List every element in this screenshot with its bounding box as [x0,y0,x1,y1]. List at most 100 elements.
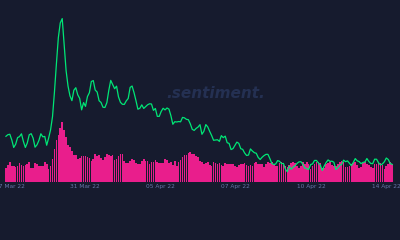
Bar [277,166,278,182]
Bar [339,162,340,182]
Bar [112,155,114,182]
Bar [213,162,214,182]
Bar [296,166,298,182]
Bar [252,166,253,182]
Bar [162,163,164,182]
Bar [17,166,18,182]
Bar [180,160,182,182]
Bar [75,155,77,182]
Bar [21,165,22,182]
Bar [19,163,20,182]
Bar [193,154,195,182]
Bar [127,163,129,182]
Bar [141,162,143,182]
Bar [87,156,88,182]
Bar [242,164,244,182]
Bar [236,167,238,182]
Bar [322,168,323,182]
Bar [230,164,232,182]
Bar [246,165,247,182]
Bar [129,161,131,182]
Bar [327,163,329,182]
Bar [271,162,273,182]
Bar [48,169,50,182]
Bar [333,166,335,182]
Bar [176,166,178,182]
Bar [172,165,174,182]
Bar [370,167,372,182]
Bar [195,156,197,182]
Bar [335,166,337,182]
Bar [145,161,146,182]
Bar [306,162,308,182]
Bar [178,162,180,182]
Bar [376,164,378,182]
Bar [352,163,354,182]
Bar [286,167,288,182]
Bar [199,161,201,182]
Bar [135,162,137,182]
Bar [192,154,193,182]
Bar [273,164,274,182]
Bar [267,162,269,182]
Bar [190,152,191,182]
Bar [52,159,53,182]
Bar [114,160,116,182]
Bar [329,162,331,182]
Bar [122,154,123,182]
Bar [350,164,352,182]
Bar [13,166,14,182]
Bar [30,168,32,182]
Bar [368,165,370,182]
Bar [81,156,82,182]
Bar [120,154,121,182]
Bar [222,166,224,182]
Bar [154,160,156,182]
Bar [56,140,57,182]
Bar [124,161,125,182]
Bar [67,144,69,182]
Bar [151,162,152,182]
Bar [131,159,133,182]
Bar [215,163,216,182]
Bar [279,163,280,182]
Bar [388,164,389,182]
Bar [298,168,300,182]
Bar [226,164,228,182]
Bar [389,162,391,182]
Bar [46,164,48,182]
Bar [238,165,240,182]
Bar [391,164,393,182]
Bar [382,165,383,182]
Bar [284,166,286,182]
Bar [331,165,333,182]
Bar [302,162,304,182]
Bar [211,166,212,182]
Bar [310,169,312,182]
Bar [104,157,106,182]
Bar [220,165,222,182]
Bar [85,156,86,182]
Bar [244,163,246,182]
Bar [323,168,325,182]
Bar [203,164,205,182]
Bar [300,166,302,182]
Bar [22,167,24,182]
Bar [182,157,183,182]
Bar [290,163,292,182]
Bar [308,164,310,182]
Bar [259,164,261,182]
Bar [88,158,90,182]
Bar [44,162,46,182]
Bar [40,167,42,182]
Bar [63,130,65,182]
Bar [164,159,166,182]
Bar [60,128,61,182]
Bar [61,122,63,182]
Bar [224,163,226,182]
Bar [197,157,199,182]
Bar [386,166,387,182]
Bar [36,164,38,182]
Bar [153,162,154,182]
Bar [240,164,242,182]
